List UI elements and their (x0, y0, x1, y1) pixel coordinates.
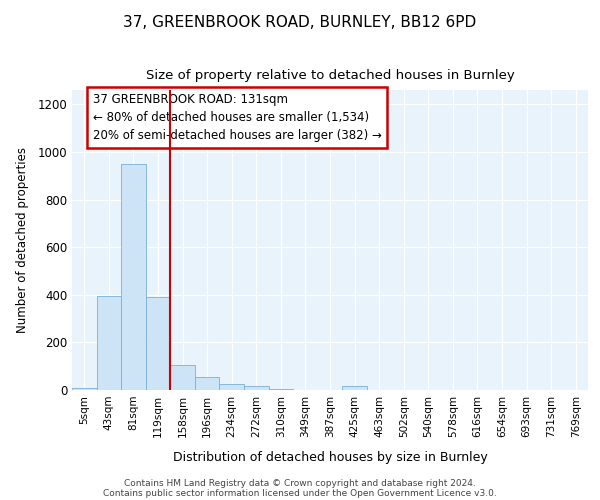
Text: 37 GREENBROOK ROAD: 131sqm
← 80% of detached houses are smaller (1,534)
20% of s: 37 GREENBROOK ROAD: 131sqm ← 80% of deta… (92, 93, 382, 142)
Y-axis label: Number of detached properties: Number of detached properties (16, 147, 29, 333)
Title: Size of property relative to detached houses in Burnley: Size of property relative to detached ho… (146, 69, 514, 82)
Bar (72, 388, 97, 390)
Bar (97, 296, 121, 390)
Bar (342, 386, 367, 390)
Bar (121, 164, 146, 390)
Text: Contains HM Land Registry data © Crown copyright and database right 2024.: Contains HM Land Registry data © Crown c… (124, 478, 476, 488)
Bar (244, 386, 269, 390)
Bar (170, 365, 195, 390)
Bar (195, 378, 220, 390)
Bar (220, 384, 244, 390)
Text: Contains public sector information licensed under the Open Government Licence v3: Contains public sector information licen… (103, 489, 497, 498)
Text: 37, GREENBROOK ROAD, BURNLEY, BB12 6PD: 37, GREENBROOK ROAD, BURNLEY, BB12 6PD (124, 15, 476, 30)
X-axis label: Distribution of detached houses by size in Burnley: Distribution of detached houses by size … (173, 451, 487, 464)
Bar (269, 389, 293, 390)
Bar (146, 297, 170, 390)
